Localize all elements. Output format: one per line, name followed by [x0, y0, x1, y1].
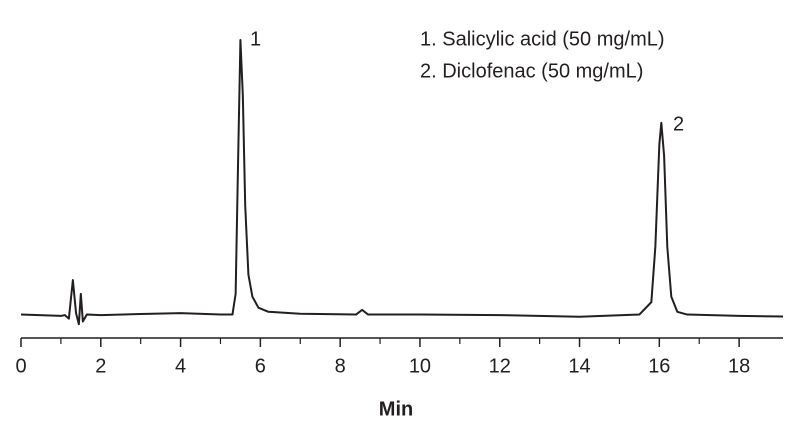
x-tick-label: 6 [255, 355, 266, 377]
x-tick-label: 14 [568, 355, 590, 377]
peak-label: 2 [673, 113, 684, 135]
x-tick-label: 12 [489, 355, 511, 377]
legend-line: 2. Diclofenac (50 mg/mL) [420, 60, 643, 82]
legend-line: 1. Salicylic acid (50 mg/mL) [420, 28, 665, 50]
x-tick-label: 16 [648, 355, 670, 377]
peak-label: 1 [250, 28, 261, 50]
x-tick-label: 2 [95, 355, 106, 377]
x-tick-label: 4 [175, 355, 186, 377]
x-tick-label: 18 [728, 355, 750, 377]
chromatogram-trace [20, 39, 784, 326]
x-tick-label: 0 [15, 355, 26, 377]
x-axis-label: Min [379, 398, 413, 420]
x-tick-label: 8 [335, 355, 346, 377]
x-tick-label: 10 [409, 355, 431, 377]
